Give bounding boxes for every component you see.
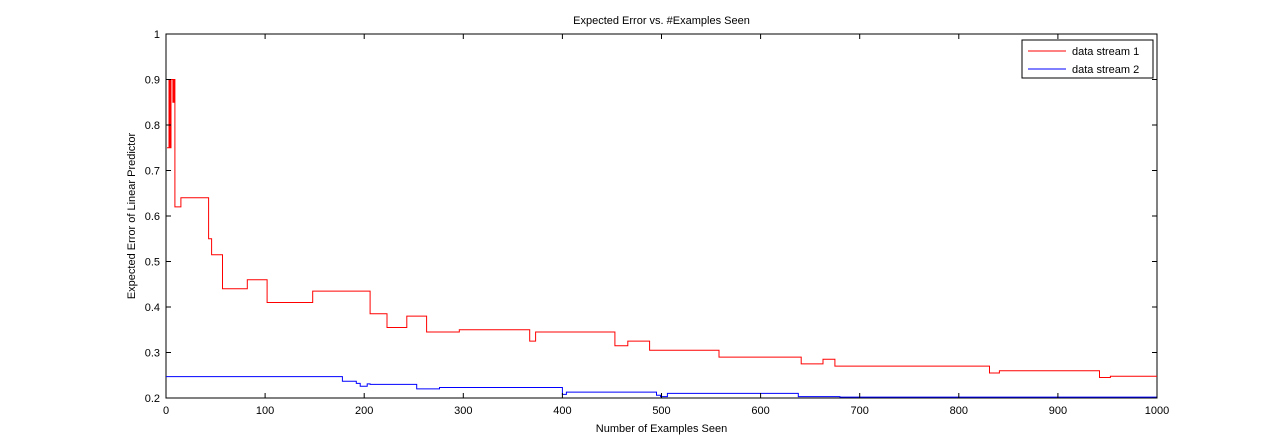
plot-area [165, 33, 1158, 399]
series-line-data-stream-2 [166, 376, 1158, 398]
y-tick-label: 0.8 [145, 120, 160, 132]
x-tick-label: 0 [163, 405, 169, 417]
chart-title: Expected Error vs. #Examples Seen [573, 15, 750, 27]
y-tick-label: 0.7 [145, 166, 160, 178]
x-tick-label: 900 [1049, 405, 1067, 417]
y-tick-label: 0.6 [145, 211, 160, 223]
series-line-data-stream-1 [167, 79, 1157, 378]
x-tick-label: 1000 [1145, 405, 1169, 417]
x-tick-label: 300 [454, 405, 472, 417]
x-axis-label: Number of Examples Seen [596, 423, 727, 435]
y-tick-label: 0.3 [145, 348, 160, 360]
y-tick-label: 0.4 [145, 302, 160, 314]
x-tick-label: 600 [751, 405, 769, 417]
x-tick-label: 700 [851, 405, 869, 417]
legend: data stream 1 data stream 2 [1021, 39, 1154, 79]
x-tick-label: 200 [355, 405, 373, 417]
legend-box [1021, 39, 1154, 79]
y-tick-label: 0.2 [145, 393, 160, 405]
series-layer [166, 79, 1158, 398]
y-tick-label: 0.5 [145, 257, 160, 269]
x-tick-label: 100 [256, 405, 274, 417]
legend-label-data-stream-2: data stream 2 [1072, 64, 1139, 76]
legend-label-data-stream-1: data stream 1 [1072, 46, 1139, 58]
x-tick-label: 400 [553, 405, 571, 417]
x-tick-label: 500 [652, 405, 670, 417]
axis-ticks: 0 100 200 300 400 500 600 700 800 900 1000 0.2 0.3 0.… [145, 29, 1170, 417]
y-axis-label: Expected Error of Linear Predictor [126, 133, 138, 300]
x-tick-label: 800 [950, 405, 968, 417]
y-tick-label: 0.9 [145, 75, 160, 87]
y-tick-label: 1 [154, 29, 160, 41]
